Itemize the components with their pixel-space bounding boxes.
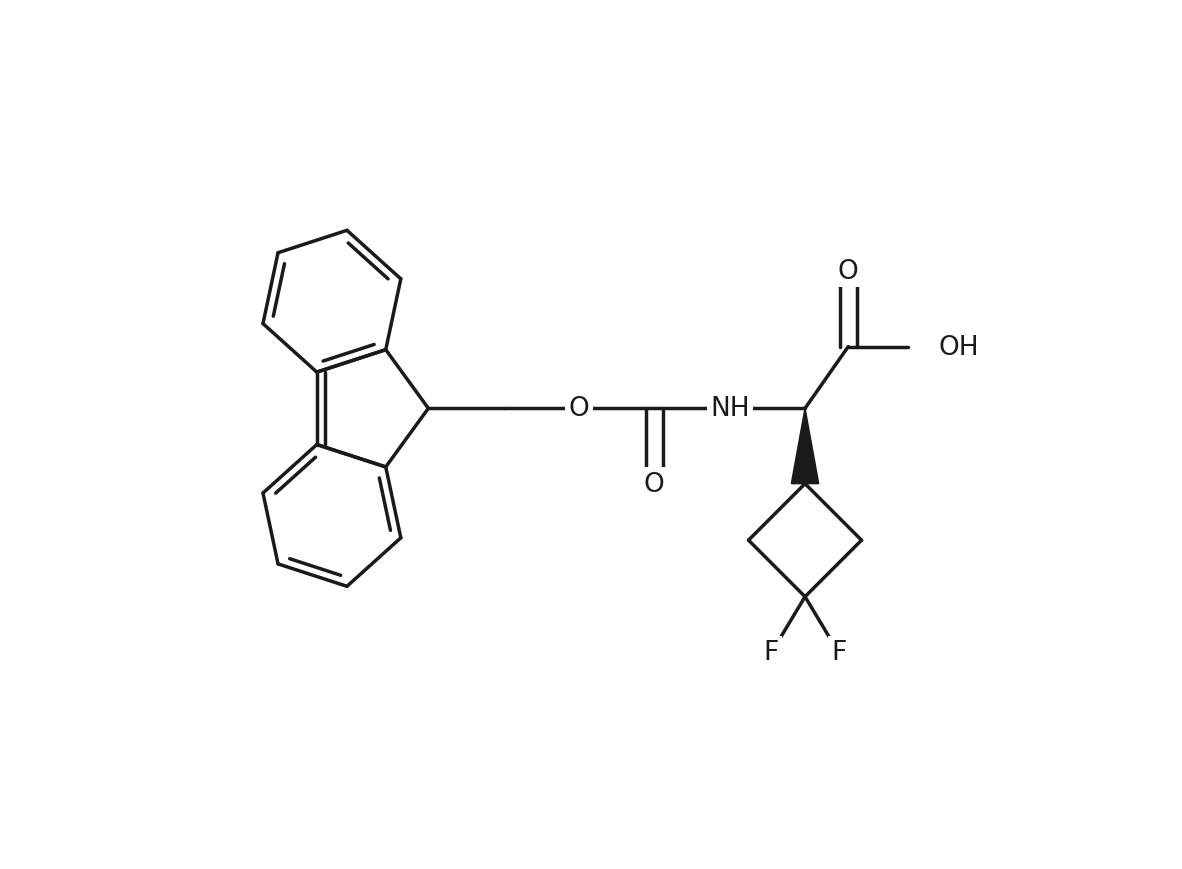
Text: F: F: [764, 640, 779, 666]
Text: O: O: [569, 396, 590, 421]
Text: NH: NH: [710, 396, 749, 421]
Text: O: O: [644, 471, 664, 497]
Text: OH: OH: [939, 335, 980, 360]
Text: F: F: [832, 640, 846, 666]
Polygon shape: [791, 408, 819, 484]
Text: O: O: [838, 259, 858, 285]
